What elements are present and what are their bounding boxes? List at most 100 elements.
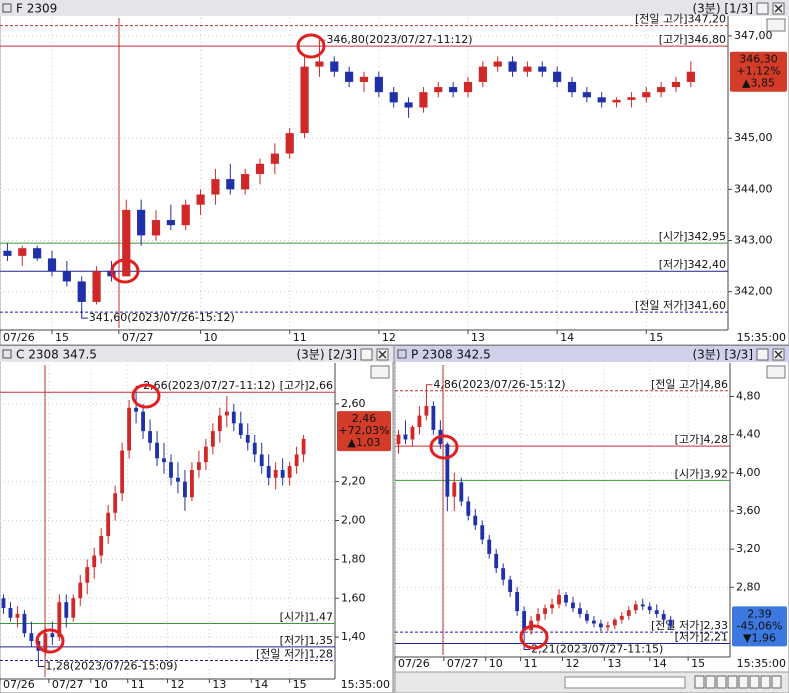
annotation-marker bbox=[37, 660, 45, 667]
annotation: 1,28(2023/07/26-15:09) bbox=[45, 659, 177, 672]
candle-body bbox=[259, 454, 264, 467]
reference-label: [시가]3,92 bbox=[675, 467, 728, 480]
scrollbar[interactable] bbox=[564, 676, 686, 689]
candle-body bbox=[523, 66, 532, 72]
candle-body bbox=[404, 102, 413, 108]
candle-body bbox=[359, 76, 369, 82]
candle-body bbox=[515, 592, 520, 612]
annotation: 346,80(2023/07/27-11:12) bbox=[326, 33, 472, 46]
highlight-circle bbox=[35, 628, 65, 654]
candle-body bbox=[280, 469, 285, 478]
maximize-button[interactable] bbox=[756, 2, 769, 15]
price-box-line: ▲1,03 bbox=[348, 436, 381, 449]
annotation: 2,21(2023/07/27-11:15) bbox=[531, 643, 663, 656]
annotation: 341,60(2023/07/26-15:12) bbox=[89, 311, 235, 324]
candle-body bbox=[210, 431, 215, 447]
title-bar bbox=[0, 0, 789, 16]
highlight-circle bbox=[519, 624, 549, 650]
candle-body bbox=[417, 415, 422, 428]
candle-body bbox=[122, 209, 131, 277]
candle-body bbox=[255, 163, 265, 175]
candle-body bbox=[266, 466, 271, 478]
x-tick-label: 12 bbox=[171, 678, 185, 691]
candle-body bbox=[217, 415, 222, 432]
candle-body bbox=[640, 604, 645, 607]
toolbar-button[interactable] bbox=[727, 675, 738, 689]
candle-body bbox=[300, 66, 309, 134]
price-box-line: 2,39 bbox=[747, 607, 772, 620]
candle-body bbox=[166, 220, 175, 226]
toolbar-button[interactable] bbox=[760, 675, 771, 689]
candle-body bbox=[120, 450, 125, 494]
toolbar-button[interactable] bbox=[738, 675, 749, 689]
reference-label: [전일 저가]341,60 bbox=[635, 298, 726, 312]
y-tick-label: 342,00 bbox=[734, 285, 773, 298]
reference-label: [시가]1,47 bbox=[280, 611, 333, 624]
candle-body bbox=[33, 248, 42, 259]
candle-body bbox=[238, 423, 243, 435]
candle-body bbox=[231, 411, 236, 424]
highlight-circle bbox=[110, 258, 140, 284]
toolbar-button[interactable] bbox=[694, 675, 705, 689]
candle-body bbox=[536, 613, 540, 621]
toolbar-button[interactable] bbox=[705, 675, 716, 689]
toolbar-button[interactable] bbox=[749, 675, 760, 689]
candle-body bbox=[1, 598, 6, 608]
candle-body bbox=[64, 602, 69, 618]
candle-body bbox=[315, 61, 324, 67]
x-tick-label: 07/26 bbox=[3, 678, 35, 691]
maximize-button[interactable] bbox=[756, 348, 769, 361]
candle-body bbox=[686, 71, 695, 82]
candle-body bbox=[597, 97, 606, 103]
candle-body bbox=[582, 92, 591, 98]
candle-body bbox=[183, 481, 187, 498]
candle-body bbox=[148, 431, 152, 443]
panel bbox=[394, 345, 789, 693]
price-box bbox=[337, 411, 391, 452]
close-glyph bbox=[774, 4, 783, 13]
highlight-circle bbox=[131, 383, 161, 409]
x-tick-label: 15 bbox=[55, 331, 69, 344]
candle-body bbox=[571, 602, 575, 609]
x-tick-label: 13 bbox=[471, 331, 485, 344]
reference-label: [전일 고가]4,86 bbox=[651, 377, 728, 391]
x-tick-label: 10 bbox=[489, 657, 503, 670]
axis-menu[interactable] bbox=[370, 365, 390, 379]
candle-body bbox=[478, 66, 487, 82]
toolbar-button[interactable] bbox=[771, 675, 782, 689]
y-tick-label: 1,40 bbox=[341, 630, 366, 643]
axis-menu[interactable] bbox=[766, 18, 786, 32]
candle-body bbox=[85, 567, 90, 583]
candle-body bbox=[543, 608, 547, 614]
reference-label: [고가]4,28 bbox=[675, 433, 728, 446]
y-tick-label: 4,00 bbox=[736, 466, 761, 479]
candle-body bbox=[57, 602, 62, 638]
candle-body bbox=[494, 553, 499, 569]
candle-body bbox=[162, 458, 166, 463]
x-tick-label: 15 bbox=[293, 678, 307, 691]
candle-body bbox=[466, 501, 471, 516]
candle-body bbox=[345, 71, 354, 82]
toolbar-button[interactable] bbox=[716, 675, 727, 689]
candle-body bbox=[671, 81, 681, 88]
candle-body bbox=[661, 613, 666, 620]
candle-body bbox=[137, 209, 146, 236]
price-box-line: 346,30 bbox=[739, 53, 778, 66]
candle-body bbox=[330, 61, 339, 72]
x-tick-label: 15 bbox=[649, 331, 663, 344]
candle-body bbox=[134, 407, 139, 412]
candle-body bbox=[493, 61, 502, 67]
candle-body bbox=[151, 220, 161, 236]
candle-body bbox=[626, 610, 631, 616]
reference-label: [전일 저가]1,28 bbox=[256, 646, 333, 660]
maximize-button[interactable] bbox=[360, 348, 373, 361]
candle-body bbox=[657, 87, 666, 93]
candle-body bbox=[487, 539, 492, 554]
candle-body bbox=[557, 594, 561, 605]
candle-body bbox=[252, 442, 257, 455]
candle-body bbox=[627, 97, 636, 100]
axis-menu[interactable] bbox=[766, 365, 786, 379]
candle-body bbox=[419, 92, 428, 108]
candle-body bbox=[619, 615, 624, 620]
